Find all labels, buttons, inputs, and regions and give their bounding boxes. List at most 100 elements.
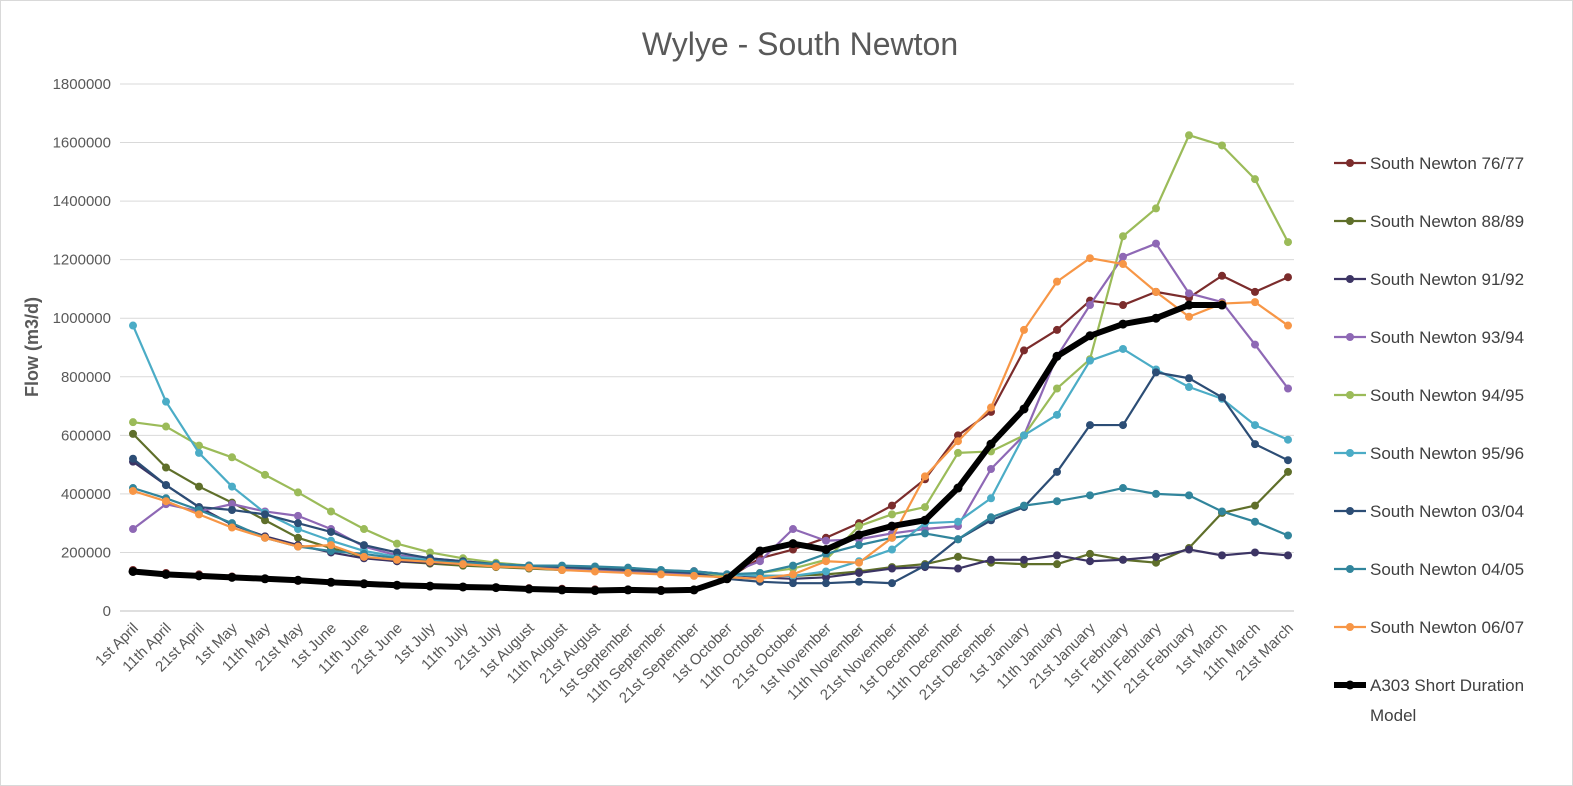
data-point [129,454,137,463]
data-point [1152,558,1160,567]
data-point [1053,560,1061,569]
data-point [821,545,831,555]
data-point [1086,254,1094,263]
data-point [294,542,302,551]
data-point [921,503,929,512]
legend-label: South Newton 95/96 [1370,444,1524,463]
data-point [1020,431,1028,440]
data-point [822,557,830,566]
series-line [131,134,1290,577]
data-point [294,511,302,520]
data-point [623,585,633,595]
data-point [459,560,467,569]
data-point [1284,456,1292,465]
data-point [954,552,962,561]
legend-label: South Newton 94/95 [1370,386,1524,405]
data-point [261,533,269,542]
data-point [855,568,863,577]
data-point [1086,356,1094,365]
data-point [261,470,269,479]
data-point [227,572,237,582]
data-point [228,505,236,514]
data-point [392,580,402,590]
y-tick-label: 800000 [61,369,111,386]
legend-label: South Newton 91/92 [1370,270,1524,289]
data-point [1151,313,1161,323]
legend-label: South Newton 93/94 [1370,328,1524,347]
data-point [359,579,369,589]
y-tick-labels: 0 200000 400000 600000 800000 1000000 1200000 1… [53,76,111,620]
series-south-newton-93-94 [129,239,1292,579]
data-point [525,563,533,572]
data-point [987,555,995,564]
legend: South Newton 76/77 South Newton 88/89 Sout… [1334,154,1524,725]
data-point [1284,273,1292,282]
data-point [921,472,929,481]
legend-item: South Newton 91/92 [1334,270,1524,289]
data-point [1053,384,1061,393]
data-point [360,552,368,561]
data-point [822,567,830,576]
legend-swatch-marker [1346,333,1354,341]
data-point [195,441,203,450]
legend-swatch-marker [1346,217,1354,225]
series-south-newton-03-04 [129,368,1292,588]
data-point [1251,175,1259,184]
data-point [1152,239,1160,248]
data-point [1119,260,1127,269]
data-point [1217,300,1227,310]
data-point [888,501,896,510]
legend-swatch-marker [1345,680,1355,690]
data-point [1020,501,1028,510]
legend-swatch-marker [1346,507,1354,515]
data-point [195,482,203,491]
data-point [1284,384,1292,393]
data-point [789,561,797,570]
data-point [987,513,995,522]
data-point [1284,435,1292,444]
data-point [1053,467,1061,476]
data-point [822,579,830,588]
data-point [888,545,896,554]
series-a303-short-duration-model [128,300,1227,596]
series-south-newton-91-92 [129,457,1292,583]
legend-label: South Newton 04/05 [1370,560,1524,579]
legend-swatch-marker [1346,159,1354,167]
data-point [129,486,137,495]
series-line [131,432,1290,577]
data-point [1053,497,1061,506]
data-point [162,397,170,406]
legend-label: A303 Short Duration Model [1370,676,1524,725]
data-point [1086,557,1094,566]
data-point [294,525,302,534]
data-point [1020,346,1028,355]
data-point [1251,340,1259,349]
data-point [1251,548,1259,557]
data-point [129,418,137,427]
chart-title: Wylye - South Newton [642,26,958,62]
series-line [131,486,1290,576]
legend-item: South Newton 03/04 [1334,502,1524,521]
legend-swatch-marker [1346,391,1354,399]
y-tick-label: 1400000 [53,193,111,210]
data-point [1185,545,1193,554]
data-point [1284,321,1292,330]
data-point [756,574,764,583]
legend-label: South Newton 88/89 [1370,212,1524,231]
data-point [855,541,863,550]
y-tick-label: 200000 [61,544,111,561]
data-point [1184,300,1194,310]
data-point [954,437,962,446]
data-point [1119,555,1127,564]
data-point [954,517,962,526]
data-point [1152,287,1160,296]
data-point [261,510,269,519]
data-point [756,557,764,566]
data-point [789,525,797,534]
data-point [195,448,203,457]
data-point [855,558,863,567]
data-point [888,510,896,519]
data-point [327,507,335,516]
data-point [162,422,170,431]
